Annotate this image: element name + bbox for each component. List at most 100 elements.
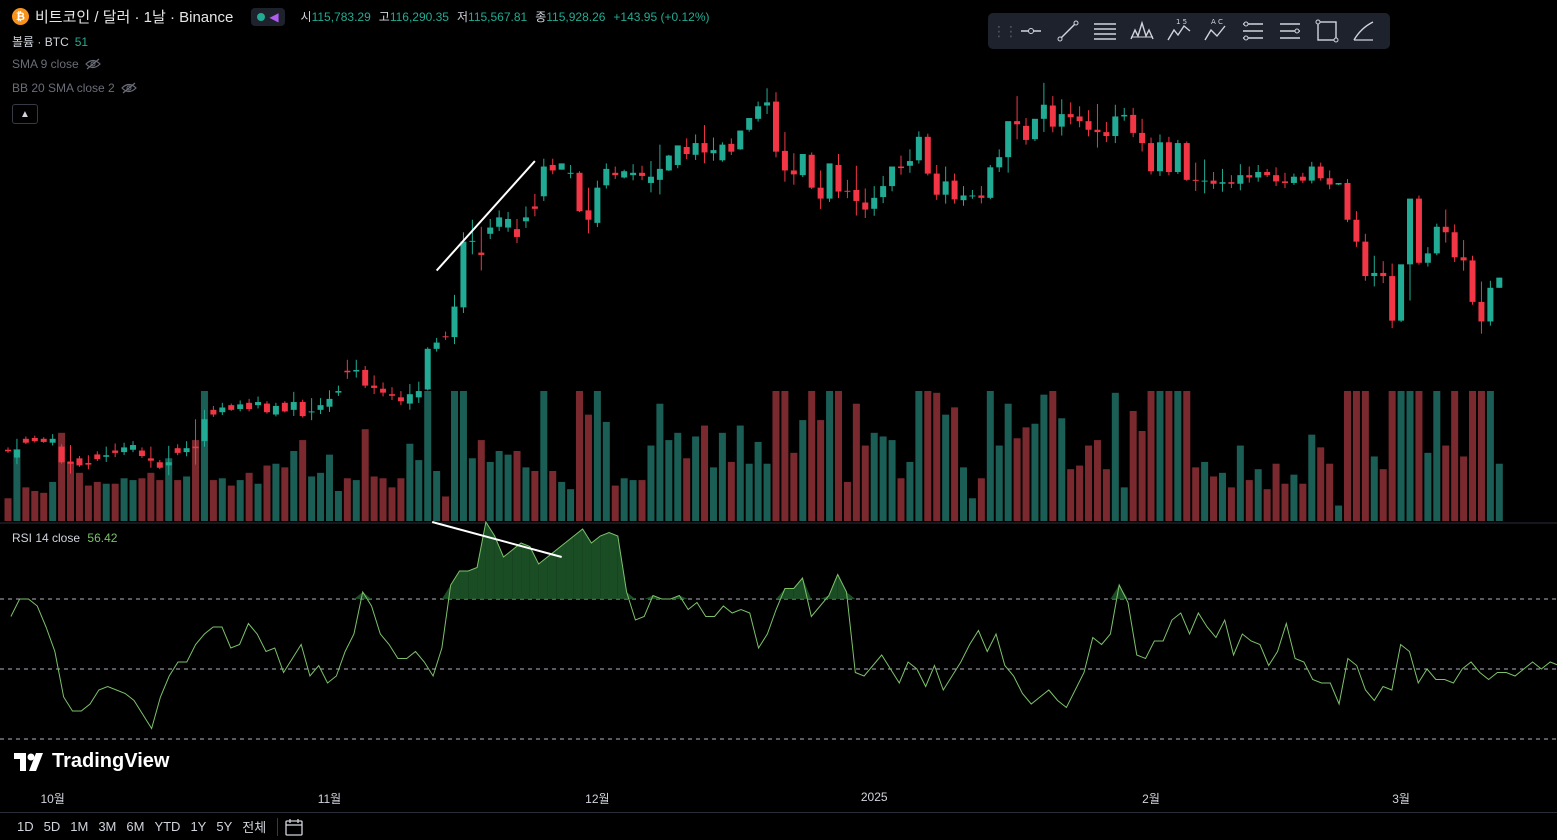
volume-bar [709, 467, 717, 521]
candle-body [138, 450, 145, 457]
collapse-legend-button[interactable]: ▲ [12, 104, 38, 124]
candle-body [1469, 260, 1476, 302]
candle-body [799, 154, 806, 176]
candle-body [290, 402, 297, 410]
volume-bar [718, 432, 726, 521]
volume-bar [1424, 452, 1432, 521]
trend-line-icon[interactable] [1049, 16, 1086, 46]
candle-body [1228, 182, 1235, 184]
rsi-legend[interactable]: RSI 14 close 56.42 [12, 531, 117, 545]
volume-bar [1299, 483, 1307, 521]
candle-body [371, 385, 378, 388]
volume-bar [620, 478, 628, 521]
range-5d-button[interactable]: 5D [43, 819, 61, 834]
volume-bar [1156, 391, 1164, 521]
calendar-icon[interactable] [284, 818, 304, 836]
volume-bar [513, 451, 521, 521]
brush-icon[interactable] [1345, 16, 1382, 46]
candle-body [121, 447, 128, 453]
candle-body [719, 144, 726, 161]
volume-bar [593, 391, 601, 521]
candle-body [1353, 219, 1360, 242]
candle-body [781, 150, 788, 171]
candle-body [1326, 178, 1333, 185]
range-5y-button[interactable]: 5Y [216, 819, 233, 834]
candle-body [1442, 226, 1449, 233]
candle-body [1076, 116, 1083, 122]
volume-bar [200, 391, 208, 521]
volume-bar [808, 391, 816, 521]
rectangle-icon[interactable] [1308, 16, 1345, 46]
horizontal-ray-icon[interactable] [1012, 16, 1049, 46]
volume-bar [352, 480, 360, 521]
candle-body [737, 130, 744, 150]
fib-retracement-icon[interactable] [1086, 16, 1123, 46]
price-chart-area[interactable] [0, 0, 1557, 812]
rsi-overbought-fill [846, 592, 856, 599]
rsi-overbought-fill [600, 532, 610, 599]
volume-legend[interactable]: 볼륨 · BTC 51 [12, 33, 88, 50]
candle-body [683, 146, 690, 155]
candle-body [1219, 182, 1226, 184]
range-all-button[interactable]: 전체 [242, 820, 267, 835]
volume-bar [138, 478, 146, 521]
symbol-title[interactable]: 비트코인 / 달러 · 1날 · Binance [35, 9, 234, 26]
candle-body [978, 195, 985, 198]
range-3m-button[interactable]: 3M [98, 819, 117, 834]
bb-legend[interactable]: BB 20 SMA close 2 [12, 81, 137, 95]
volume-bar [388, 487, 396, 521]
sma-legend[interactable]: SMA 9 close [12, 57, 101, 71]
range-1m-button[interactable]: 1M [70, 819, 89, 834]
drag-handle-icon[interactable]: ⋮⋮ [992, 22, 1018, 39]
rsi-overbought-fill [565, 536, 574, 599]
candle-body [397, 397, 404, 402]
volume-bar [1308, 434, 1316, 521]
volume-bar [1093, 440, 1101, 521]
range-1d-button[interactable]: 1D [17, 819, 34, 834]
short-position-icon[interactable] [1271, 16, 1308, 46]
candle-body [1148, 143, 1155, 172]
abcd-pattern-icon[interactable]: A C [1197, 16, 1234, 46]
eye-crossed-icon[interactable] [120, 82, 137, 94]
candle-body [1371, 272, 1378, 277]
market-status-badges[interactable]: ◀ [251, 7, 285, 26]
volume-bar [67, 461, 75, 521]
volume-bar [1218, 472, 1226, 521]
candle-body [594, 187, 601, 223]
volume-bar [415, 460, 423, 521]
volume-bar [1120, 487, 1128, 521]
volume-bar [40, 492, 48, 521]
candle-body [639, 172, 646, 176]
head-shoulders-icon[interactable] [1123, 16, 1160, 46]
candle-body [1112, 116, 1119, 137]
volume-bar [1290, 474, 1298, 521]
volume-bar [1227, 487, 1235, 521]
range-6m-button[interactable]: 6M [126, 819, 145, 834]
volume-bar [317, 472, 325, 521]
volume-bar [1111, 392, 1119, 521]
volume-bar [343, 478, 351, 521]
elliott-wave-icon[interactable]: 1 5 [1160, 16, 1197, 46]
candle-body [674, 145, 681, 165]
eye-crossed-icon[interactable] [84, 58, 101, 70]
rsi-overbought-fill [793, 578, 803, 599]
candle-body [1407, 198, 1414, 265]
volume-bar [31, 491, 39, 521]
rsi-overbought-fill [784, 588, 794, 599]
candle-body [1398, 264, 1405, 321]
rsi-overbought-fill [512, 543, 522, 599]
range-ytd-button[interactable]: YTD [154, 819, 181, 834]
range-1y-button[interactable]: 1Y [190, 819, 207, 834]
volume-bar [1352, 391, 1360, 521]
volume-bar [370, 476, 378, 521]
long-position-icon[interactable] [1234, 16, 1271, 46]
candle-body [960, 195, 967, 201]
volume-bar [299, 440, 307, 521]
rsi-overbought-fill [573, 529, 583, 599]
candle-body [1299, 176, 1306, 181]
volume-bar [1040, 394, 1048, 521]
candle-body [656, 168, 663, 180]
volume-bar [727, 461, 735, 521]
ohlc-high: 고116,290.35 [378, 10, 449, 24]
rsi-overbought-fill [441, 585, 451, 599]
